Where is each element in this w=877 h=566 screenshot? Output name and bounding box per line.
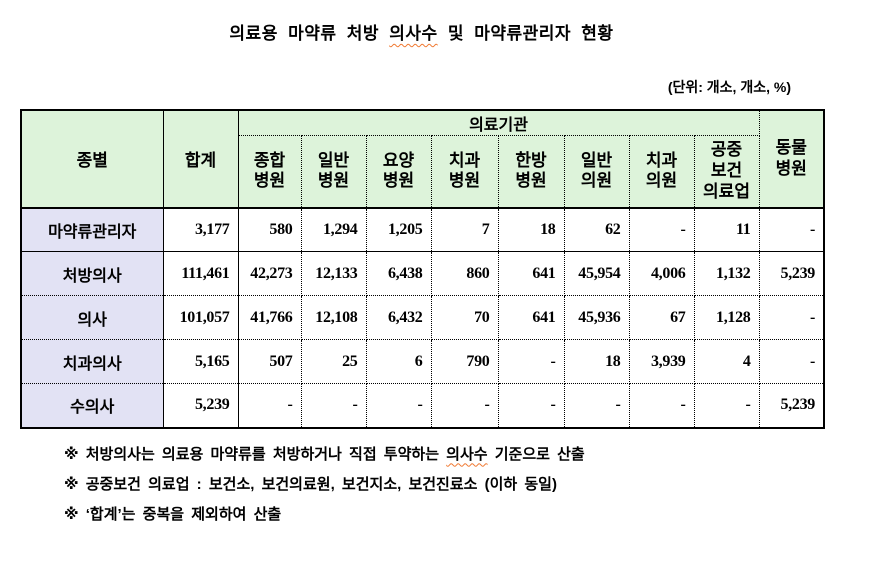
cell-value: 5,239 bbox=[758, 251, 825, 296]
table-row-veterinarian: 수의사 5,239 - - - - - - - - 5,239 bbox=[20, 383, 825, 428]
col-group-medical-institutions: 의료기관 bbox=[237, 109, 760, 136]
footnote-2: ※ 공중보건 의료업 : 보건소, 보건의료원, 보건지소, 보건진료소 (이하… bbox=[64, 475, 557, 493]
cell-value: 4 bbox=[693, 339, 760, 384]
cell-total: 3,177 bbox=[162, 206, 239, 252]
cell-value: - bbox=[497, 339, 565, 384]
cell-value: 1,294 bbox=[300, 206, 367, 252]
footnote-1: ※ 처방의사는 의료용 마약류를 처방하거나 직접 투약하는 의사수 기준으로 … bbox=[64, 440, 877, 470]
col-header-dental-hospital: 치과 병원 bbox=[430, 135, 499, 208]
cell-value: 62 bbox=[563, 206, 630, 252]
cell-value: 45,954 bbox=[563, 251, 630, 296]
cell-value: - bbox=[237, 383, 302, 428]
cell-value: 1,205 bbox=[365, 206, 432, 252]
row-label: 수의사 bbox=[20, 383, 164, 428]
cell-value: 641 bbox=[497, 251, 565, 296]
cell-total: 5,239 bbox=[162, 383, 239, 428]
cell-total: 5,165 bbox=[162, 339, 239, 384]
cell-value: 507 bbox=[237, 339, 302, 384]
title-text-2: 및 마약류관리자 현황 bbox=[437, 24, 614, 43]
cell-value: - bbox=[628, 383, 695, 428]
row-label: 치과의사 bbox=[20, 339, 164, 384]
document-page: 의료용 마약류 처방 의사수 및 마약류관리자 현황 (단위: 개소, 개소, … bbox=[0, 19, 877, 566]
cell-value: 6,438 bbox=[365, 251, 432, 296]
cell-value: 7 bbox=[430, 206, 499, 252]
cell-value: 42,273 bbox=[237, 251, 302, 296]
cell-total: 101,057 bbox=[162, 295, 239, 340]
title-text-spellcheck: 의사수 bbox=[389, 24, 438, 43]
cell-value: - bbox=[300, 383, 367, 428]
cell-value: - bbox=[758, 295, 825, 340]
narcotics-status-table: 종별 합계 의료기관 동물 병원 종합 병원 일반 병원 요양 병원 치과 병원… bbox=[20, 109, 826, 429]
footnotes: ※ 처방의사는 의료용 마약류를 처방하거나 직접 투약하는 의사수 기준으로 … bbox=[64, 440, 877, 530]
col-header-category: 종별 bbox=[20, 109, 164, 208]
title-text-1: 의료용 마약류 처방 bbox=[229, 24, 390, 43]
cell-value: 18 bbox=[563, 339, 630, 384]
cell-value: - bbox=[758, 339, 825, 384]
col-header-dental-clinic: 치과 의원 bbox=[628, 135, 695, 208]
cell-value: 6 bbox=[365, 339, 432, 384]
cell-value: - bbox=[497, 383, 565, 428]
footnote-1-text-1: ※ 처방의사는 의료용 마약류를 처방하거나 직접 투약하는 bbox=[64, 445, 447, 463]
cell-total: 111,461 bbox=[162, 251, 239, 296]
cell-value: 25 bbox=[300, 339, 367, 384]
page-title: 의료용 마약류 처방 의사수 및 마약류관리자 현황 bbox=[20, 19, 823, 44]
col-header-regular-hospital: 일반 병원 bbox=[300, 135, 367, 208]
cell-value: 41,766 bbox=[237, 295, 302, 340]
table-row-doctor: 의사 101,057 41,766 12,108 6,432 70 641 45… bbox=[20, 295, 825, 340]
header-row-group: 종별 합계 의료기관 동물 병원 bbox=[20, 109, 825, 208]
cell-value: - bbox=[365, 383, 432, 428]
cell-value: - bbox=[693, 383, 760, 428]
cell-value: 67 bbox=[628, 295, 695, 340]
cell-value: 1,132 bbox=[693, 251, 760, 296]
col-header-general-hospital: 종합 병원 bbox=[237, 135, 302, 208]
cell-value: - bbox=[758, 206, 825, 252]
table-row-narcotics-manager: 마약류관리자 3,177 580 1,294 1,205 7 18 62 - 1… bbox=[20, 206, 825, 252]
cell-value: 6,432 bbox=[365, 295, 432, 340]
cell-value: - bbox=[430, 383, 499, 428]
header-row-sub: 종합 병원 일반 병원 요양 병원 치과 병원 한방 병원 일반 의원 치과 의… bbox=[21, 135, 824, 208]
col-header-general-clinic: 일반 의원 bbox=[563, 135, 630, 208]
col-header-public-health: 공중 보건 의료업 bbox=[693, 135, 760, 208]
cell-value: 641 bbox=[497, 295, 565, 340]
cell-value: 580 bbox=[237, 206, 302, 252]
cell-value: 4,006 bbox=[628, 251, 695, 296]
cell-value: 860 bbox=[430, 251, 499, 296]
footnote-1-text-2: 기준으로 산출 bbox=[487, 445, 585, 463]
cell-value: 70 bbox=[430, 295, 499, 340]
cell-value: 1,128 bbox=[693, 295, 760, 340]
row-label: 마약류관리자 bbox=[20, 206, 164, 252]
footnote-1-text-spellcheck: 의사수 bbox=[446, 445, 488, 463]
cell-value: - bbox=[628, 206, 695, 252]
footnote-3: ※ ‘합계’는 중복을 제외하여 산출 bbox=[64, 505, 282, 523]
cell-value: 11 bbox=[693, 206, 760, 252]
cell-value: 45,936 bbox=[563, 295, 630, 340]
unit-note: (단위: 개소, 개소, %) bbox=[667, 79, 791, 95]
row-label: 의사 bbox=[20, 295, 164, 340]
cell-value: 18 bbox=[497, 206, 565, 252]
cell-value: - bbox=[563, 383, 630, 428]
cell-value: 3,939 bbox=[628, 339, 695, 384]
cell-value: 5,239 bbox=[758, 383, 825, 428]
cell-value: 12,133 bbox=[300, 251, 367, 296]
cell-value: 790 bbox=[430, 339, 499, 384]
col-header-nursing-hospital: 요양 병원 bbox=[365, 135, 432, 208]
col-header-animal-hospital: 동물 병원 bbox=[758, 109, 825, 208]
col-header-oriental-hospital: 한방 병원 bbox=[497, 135, 565, 208]
cell-value: 12,108 bbox=[300, 295, 367, 340]
col-header-total: 합계 bbox=[162, 109, 239, 208]
table-row-dentist: 치과의사 5,165 507 25 6 790 - 18 3,939 4 - bbox=[20, 339, 825, 384]
table-row-prescribing-doctor: 처방의사 111,461 42,273 12,133 6,438 860 641… bbox=[20, 251, 825, 296]
row-label: 처방의사 bbox=[20, 251, 164, 296]
